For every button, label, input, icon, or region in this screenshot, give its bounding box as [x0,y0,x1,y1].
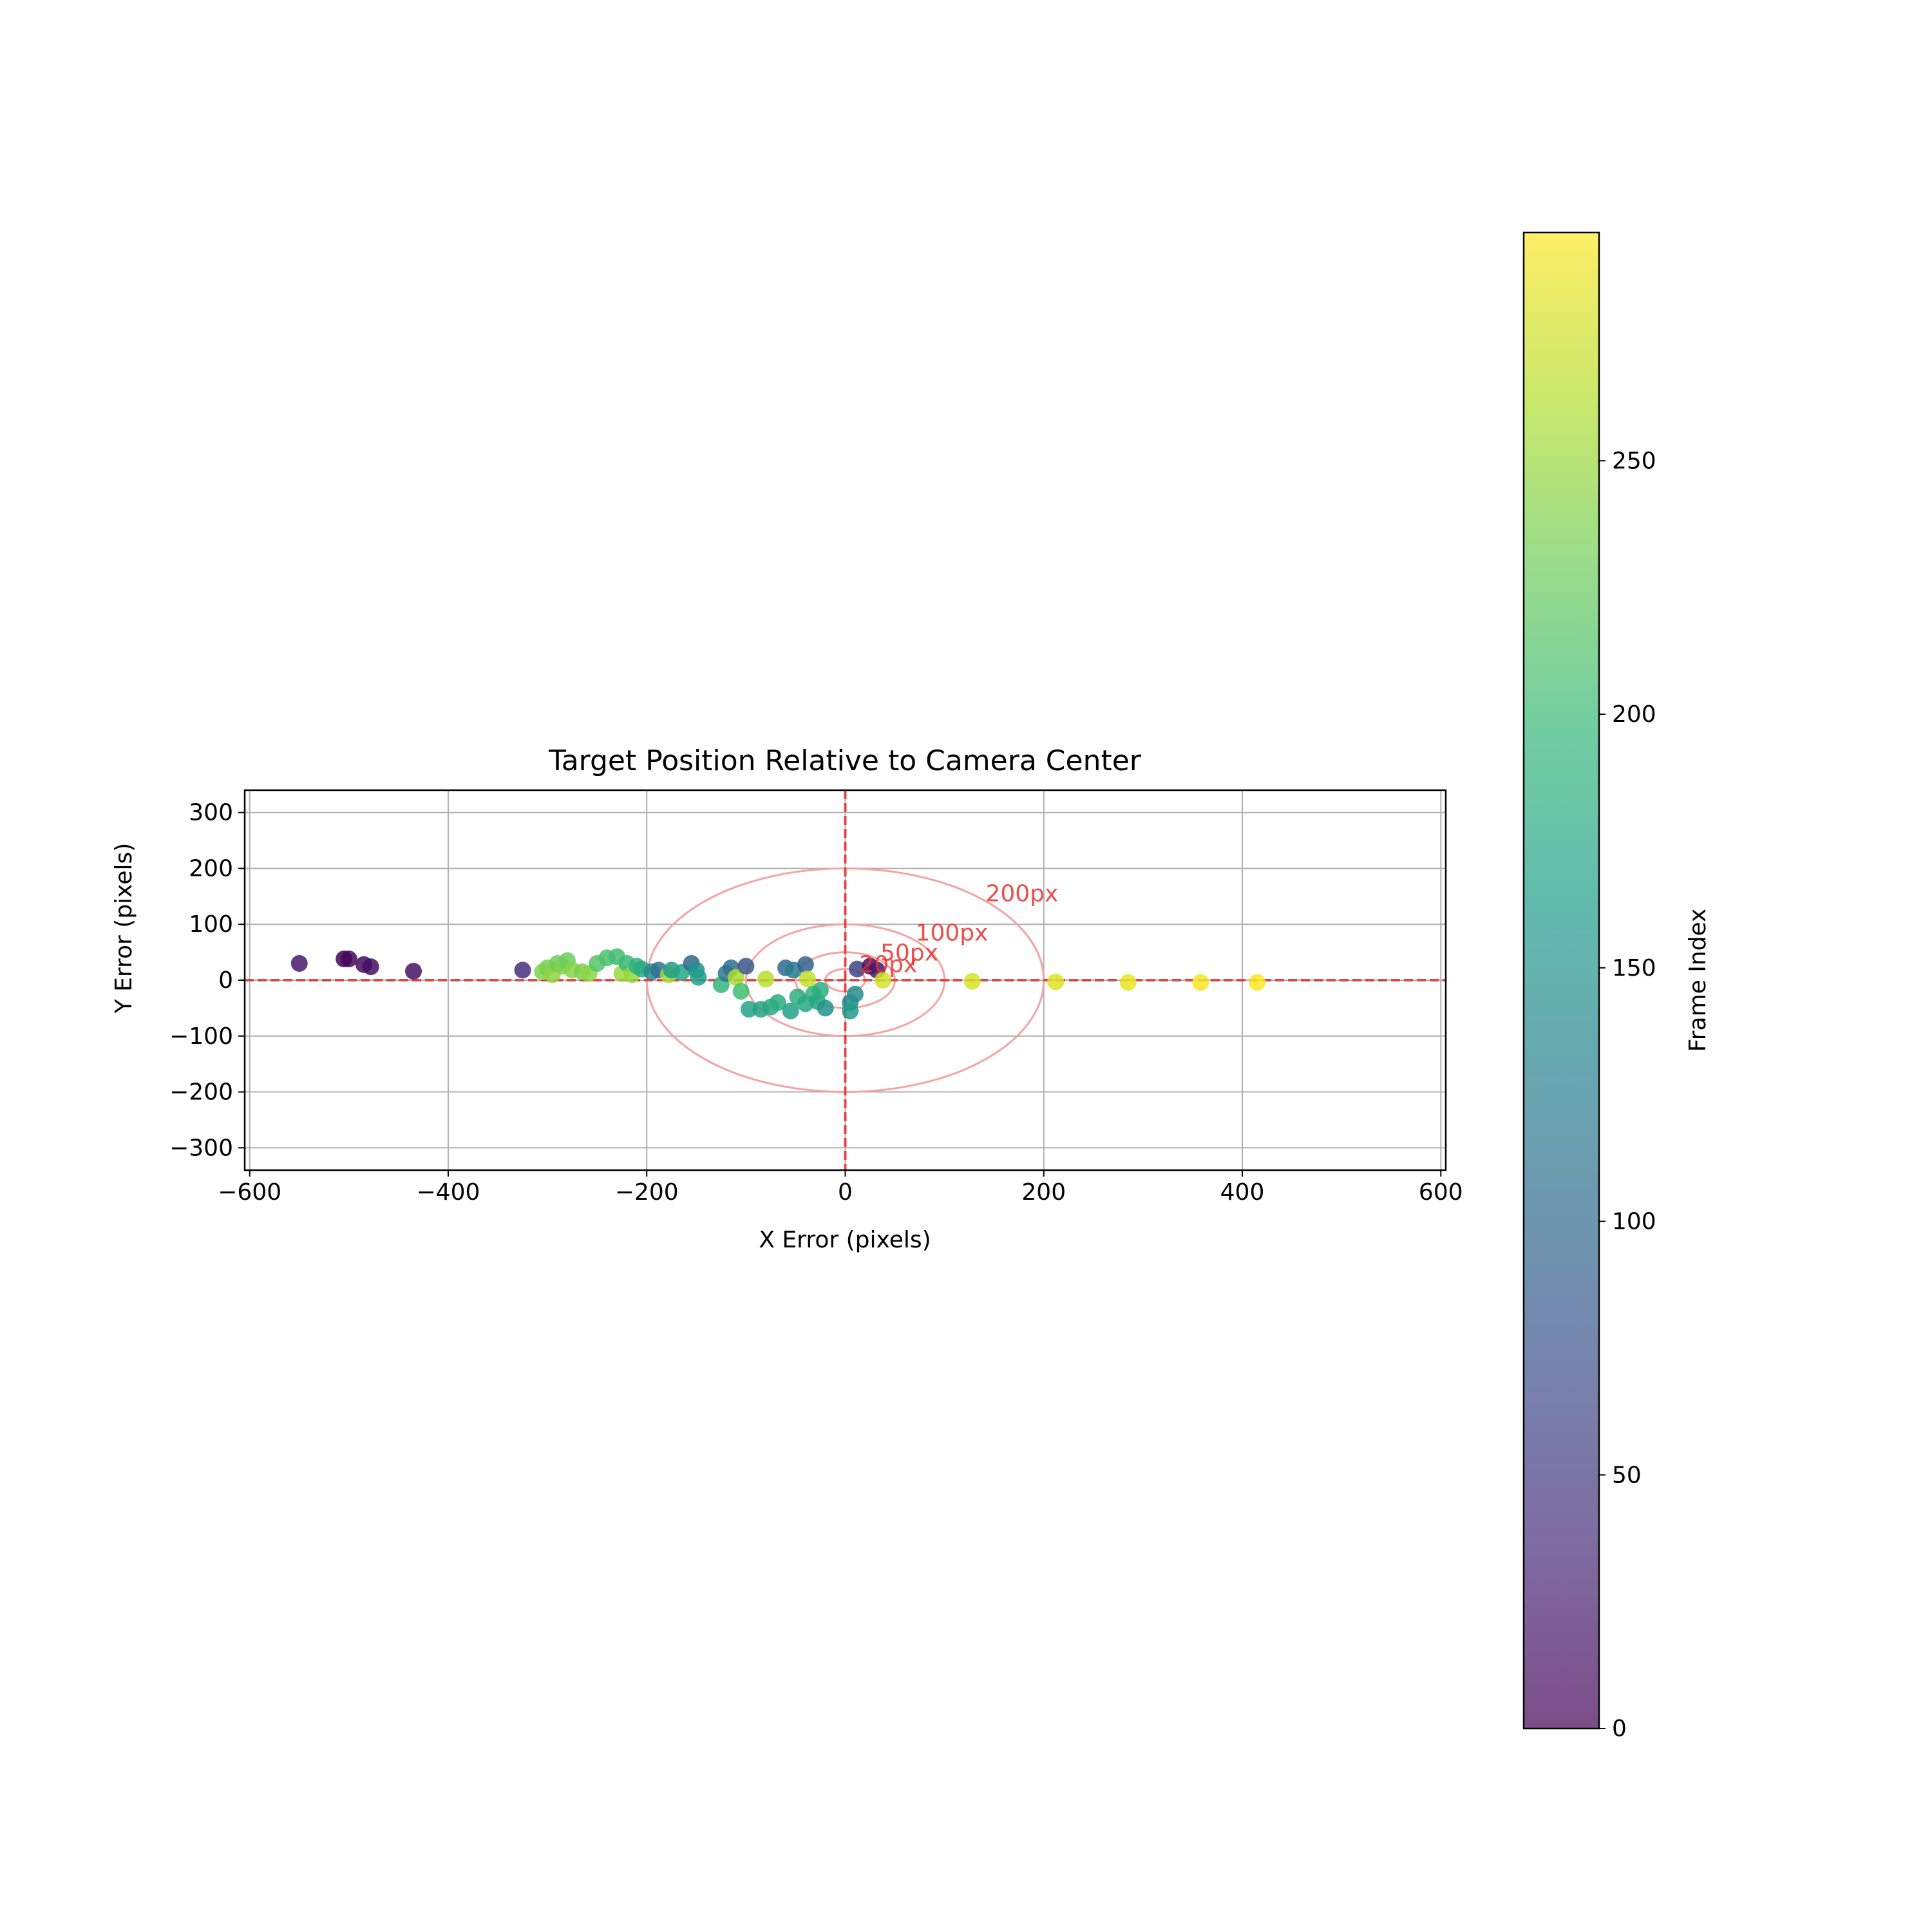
x-axis-label: X Error (pixels) [759,1227,931,1253]
scatter-point [782,1002,799,1019]
scatter-point [290,954,308,972]
x-tick-label: 600 [1419,1179,1463,1206]
scatter-point [757,971,775,988]
scatter-point [846,985,864,1003]
scatter-point [514,961,531,979]
y-tick-label: 0 [218,967,233,994]
scatter-point [817,999,834,1017]
scatter-point [1047,973,1065,990]
colorbar-tick-label: 200 [1612,701,1656,728]
y-axis-label: Y Error (pixels) [111,843,137,1014]
axes: −600 −400 −200 0 200 400 600 −300 −200 −100 0 100 20… [169,789,1463,1206]
scatter-point [811,981,829,999]
scatter-point [848,960,866,978]
scatter-point [1249,974,1266,991]
circle-label: 100px [915,920,988,947]
x-tick-label: −400 [417,1179,480,1206]
x-tick-label: 0 [838,1179,853,1206]
scatter-point [732,983,750,1000]
scatter-point [740,1001,757,1018]
scatter-points [290,948,1266,1019]
scatter-point [963,972,981,990]
scatter-point [1119,974,1137,991]
colorbar-tick-label: 0 [1612,1716,1627,1742]
scatter-point [362,958,379,976]
scatter-point [727,969,744,986]
scatter-point [737,958,755,975]
colorbar-tick-label: 250 [1612,448,1656,474]
y-tick-label: −300 [169,1135,233,1161]
colorbar-tick-label: 50 [1612,1462,1642,1488]
y-tick-label: −200 [169,1079,233,1106]
scatter-point [340,951,357,968]
colorbar: 0 50 100 150 200 250 [1522,231,1656,1742]
scatter-point [875,972,892,989]
colorbar-gradient [1524,232,1599,1728]
y-tick-label: −100 [169,1023,233,1050]
circle-label: 20px [859,952,917,978]
scatter-point [690,969,707,986]
y-tick-label: 100 [189,911,233,938]
x-tick-label: 400 [1220,1179,1265,1206]
scatter-point [842,1002,859,1019]
colorbar-frame [1522,231,1600,1730]
colorbar-tick-label: 100 [1612,1209,1656,1235]
chart-title: Target Position Relative to Camera Cente… [548,744,1142,777]
colorbar-tick-label: 150 [1612,955,1656,981]
y-tick-label: 300 [189,800,233,826]
scatter-point [405,963,422,980]
x-tick-label: −600 [218,1179,281,1206]
reference-lines [245,790,1446,1170]
x-tick-label: 200 [1021,1179,1066,1206]
scatter-point [797,956,814,973]
scatter-point [769,994,786,1011]
colorbar-label: Frame Index [1685,909,1711,1052]
y-tick-label: 200 [189,855,233,882]
x-tick-label: −200 [615,1179,679,1206]
circle-label: 200px [985,880,1058,907]
circle-label: 50px [880,940,938,966]
scatter-point [799,971,816,988]
scatter-point [1192,974,1209,991]
